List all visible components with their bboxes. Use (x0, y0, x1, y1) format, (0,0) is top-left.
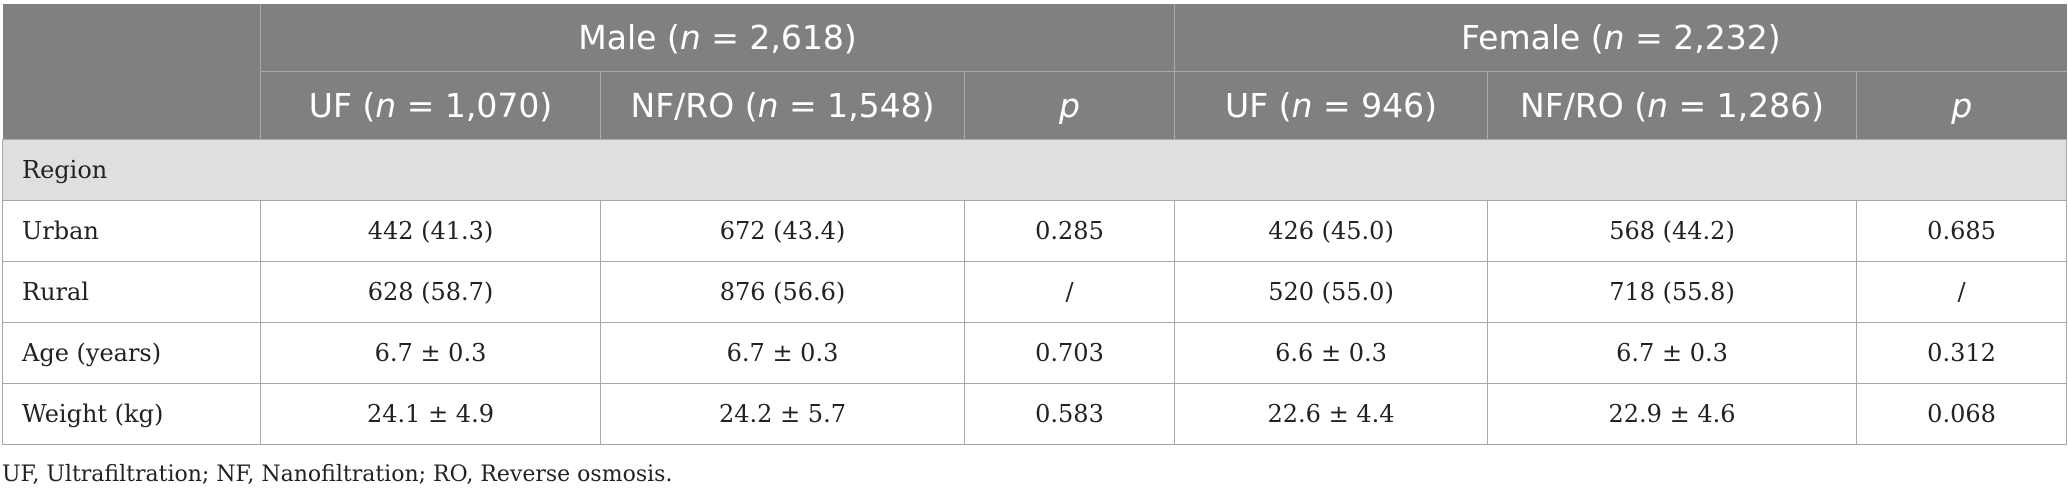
table-cell: 24.2 ± 5.7 (600, 383, 965, 445)
header-male-nfro: NF/RO (n = 1,548) (600, 71, 965, 140)
header-group-male: Male (n = 2,618) (260, 4, 1176, 72)
section-row-region: Region (1, 139, 2068, 201)
header-female-uf: UF (n = 946) (1174, 71, 1489, 140)
table-cell: 0.703 (963, 322, 1176, 384)
header-text: = 2,232) (1624, 18, 1781, 57)
table-cell: 0.685 (1856, 200, 2068, 262)
header-n-symbol: n (1291, 86, 1313, 125)
table-cell: 6.7 ± 0.3 (600, 322, 965, 384)
header-n-symbol: n (679, 18, 701, 57)
data-table: Male (n = 2,618) Female (n = 2,232) UF (… (1, 4, 2068, 445)
header-text: NF/RO ( (630, 86, 758, 125)
header-n-symbol: n (375, 86, 397, 125)
header-n-symbol: n (1603, 18, 1625, 57)
table-cell: 0.583 (963, 383, 1176, 445)
table-row: Age (years) 6.7 ± 0.3 6.7 ± 0.3 0.703 6.… (2, 322, 2068, 384)
table-cell: / (1856, 261, 2068, 323)
header-text: Male ( (578, 18, 680, 57)
header-group-female: Female (n = 2,232) (1174, 4, 2067, 72)
header-n-symbol: n (1647, 86, 1669, 125)
table-cell: / (963, 261, 1176, 323)
section-label: Region (1, 139, 2068, 201)
table-cell: 628 (58.7) (260, 261, 601, 323)
table-cell: 6.6 ± 0.3 (1174, 322, 1489, 384)
header-text: = 1,286) (1668, 86, 1825, 125)
header-blank-cell (2, 4, 261, 140)
row-label: Weight (kg) (2, 383, 261, 445)
header-row-subcolumns: UF (n = 1,070) NF/RO (n = 1,548) p UF (n… (3, 71, 2067, 140)
table-cell: 24.1 ± 4.9 (260, 383, 601, 445)
header-text: = 1,548) (778, 86, 935, 125)
row-label: Urban (2, 200, 261, 262)
table-row: Rural 628 (58.7) 876 (56.6) / 520 (55.0)… (2, 261, 2068, 323)
header-text: = 946) (1312, 86, 1437, 125)
data-table-container: Male (n = 2,618) Female (n = 2,232) UF (… (1, 4, 2068, 445)
table-cell: 520 (55.0) (1174, 261, 1489, 323)
header-text: NF/RO ( (1520, 86, 1648, 125)
header-row-groups: Male (n = 2,618) Female (n = 2,232) (2, 4, 2067, 140)
table-cell: 22.6 ± 4.4 (1174, 383, 1489, 445)
table-footnote: UF, Ultrafiltration; NF, Nanofiltration;… (2, 462, 673, 487)
table-cell: 22.9 ± 4.6 (1487, 383, 1858, 445)
table-row: Urban 442 (41.3) 672 (43.4) 0.285 426 (4… (2, 200, 2068, 262)
table-cell: 442 (41.3) (260, 200, 601, 262)
table-cell: 6.7 ± 0.3 (260, 322, 601, 384)
header-female-nfro: NF/RO (n = 1,286) (1487, 71, 1858, 140)
header-text: Female ( (1460, 18, 1604, 57)
table-cell: 426 (45.0) (1174, 200, 1489, 262)
header-text: = 2,618) (700, 18, 857, 57)
table-row: Weight (kg) 24.1 ± 4.9 24.2 ± 5.7 0.583 … (2, 383, 2068, 445)
table-cell: 876 (56.6) (600, 261, 965, 323)
table-cell: 568 (44.2) (1487, 200, 1858, 262)
table-cell: 0.312 (1856, 322, 2068, 384)
table-cell: 718 (55.8) (1487, 261, 1858, 323)
header-female-p: p (1856, 71, 2067, 140)
row-label: Rural (2, 261, 261, 323)
table-cell: 6.7 ± 0.3 (1487, 322, 1858, 384)
header-text: UF ( (308, 86, 376, 125)
row-label: Age (years) (2, 322, 261, 384)
table-cell: 672 (43.4) (600, 200, 965, 262)
header-n-symbol: n (757, 86, 779, 125)
header-male-uf: UF (n = 1,070) (260, 71, 601, 140)
header-male-p: p (964, 71, 1176, 140)
table-cell: 0.285 (963, 200, 1176, 262)
table-cell: 0.068 (1856, 383, 2068, 445)
header-text: = 1,070) (396, 86, 553, 125)
header-text: UF ( (1225, 86, 1292, 125)
